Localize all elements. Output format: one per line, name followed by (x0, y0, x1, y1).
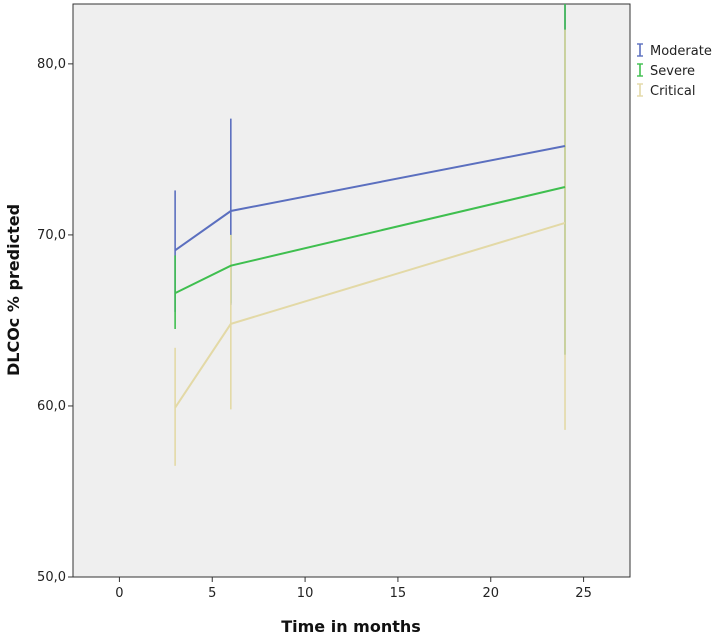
series-line-severe (174, 186, 566, 294)
x-tick-label: 0 (115, 586, 123, 601)
error-bars (174, 4, 566, 466)
x-axis-ticks: 0 5 10 15 20 25 (115, 577, 592, 601)
series-lines (174, 145, 566, 409)
legend-label: Severe (650, 64, 695, 79)
plot-area (72, 3, 631, 578)
x-tick-label: 10 (297, 586, 314, 601)
series-line-critical (174, 221, 566, 409)
x-tick-label: 5 (208, 586, 216, 601)
y-tick-label: 50,0 (37, 570, 66, 585)
x-tick-label: 15 (390, 586, 407, 601)
legend-item: Critical (637, 83, 695, 99)
x-tick-label: 25 (575, 586, 592, 601)
y-tick-label: 60,0 (37, 399, 66, 414)
y-tick-label: 70,0 (37, 228, 66, 243)
y-axis-title: DLCOc % predicted (4, 204, 23, 376)
legend: Moderate Severe Critical (637, 43, 712, 99)
series-line-moderate (174, 145, 566, 252)
legend-item: Severe (637, 63, 695, 79)
x-tick-label: 20 (482, 586, 499, 601)
y-tick-label: 80,0 (37, 57, 66, 72)
y-axis-ticks: 50,0 60,0 70,0 80,0 (37, 57, 73, 585)
legend-label: Critical (650, 84, 695, 99)
legend-label: Moderate (650, 44, 712, 59)
x-axis-title: Time in months (281, 617, 421, 636)
legend-item: Moderate (637, 43, 712, 59)
